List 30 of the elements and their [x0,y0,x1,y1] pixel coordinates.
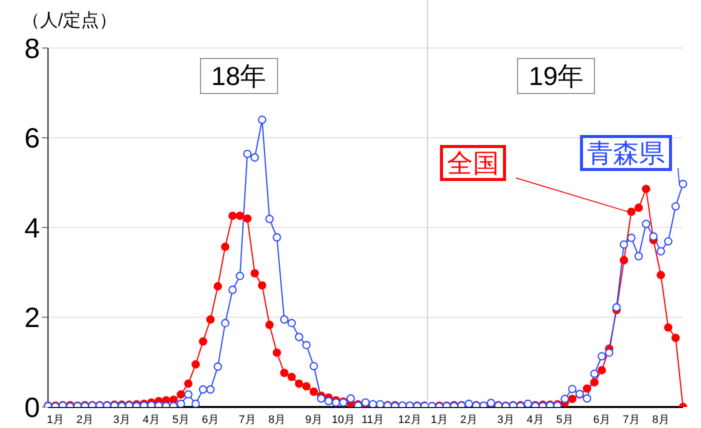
x-tick-label: 6月 [593,414,610,426]
x-tick-label: 2月 [460,414,478,426]
x-tick-label: 8月 [268,414,286,426]
x-tick-label: 6月 [202,414,220,426]
y-axis-title: （人/定点） [22,9,118,32]
x-tick-label: 9月 [305,414,322,426]
x-tick-label: 10月 [332,414,355,426]
x-tick-label: 1月 [430,414,448,426]
x-tick-label: 3月 [113,414,130,426]
x-tick-label: 7月 [238,414,256,426]
x-tick-label: 8月 [652,414,670,426]
annotation: 18年 [200,58,278,94]
y-tick-label: 0 [24,392,40,423]
x-tick-label: 11月 [362,414,384,426]
x-tick-label: 1月 [46,414,64,426]
x-tick-label: 12月 [398,414,422,426]
x-tick-label: 5月 [556,414,574,426]
y-tick-label: 4 [24,212,40,244]
x-tick-label: 3月 [497,414,514,426]
text: 全国 [440,145,506,181]
y-tick-label: 6 [24,122,40,154]
annotation: 19年 [517,58,596,94]
x-tick-label: 5月 [172,414,190,426]
x-tick-label: 2月 [76,414,94,426]
y-tick-label: 2 [24,302,40,334]
y-tick-label: 8 [24,32,40,64]
x-tick-label: 4月 [142,414,160,426]
x-tick-label: 7月 [622,414,640,426]
x-tick-label: 4月 [526,414,544,426]
series-label: 青森県 [580,135,672,171]
